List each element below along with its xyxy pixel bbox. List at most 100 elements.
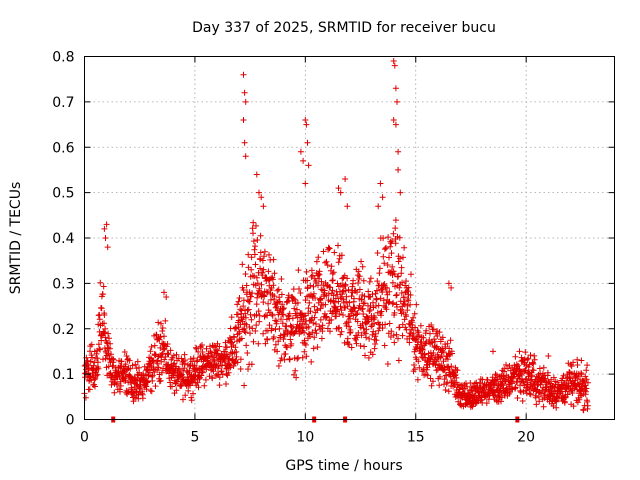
data-point — [96, 345, 103, 352]
data-point — [394, 98, 400, 105]
data-point — [303, 353, 310, 360]
data-point — [373, 296, 380, 303]
data-point — [301, 329, 308, 336]
data-point — [208, 352, 215, 359]
data-point — [444, 356, 451, 363]
data-point — [526, 390, 533, 397]
data-point — [94, 371, 101, 378]
data-point — [199, 342, 205, 348]
data-point — [439, 334, 446, 341]
data-point — [256, 285, 263, 292]
data-point — [291, 305, 298, 312]
data-point — [353, 340, 360, 347]
data-point — [249, 325, 256, 332]
data-point — [158, 369, 165, 376]
data-point — [242, 271, 249, 277]
data-point — [102, 325, 109, 332]
data-point — [287, 336, 294, 343]
data-point — [377, 180, 384, 187]
data-point — [248, 293, 254, 300]
data-point — [416, 364, 423, 371]
data-point — [569, 390, 576, 396]
data-point — [331, 249, 338, 256]
data-point — [424, 364, 431, 371]
data-point — [121, 349, 128, 355]
data-point — [197, 344, 204, 351]
data-point — [512, 384, 519, 391]
data-point — [237, 366, 244, 372]
data-point — [356, 273, 363, 280]
data-point — [88, 341, 95, 348]
y-axis-ticks: 0 0.1 0.2 0.3 0.4 0.5 0.6 0.7 0.8 — [52, 50, 615, 429]
data-point — [173, 387, 180, 394]
data-point — [527, 352, 534, 359]
data-point — [583, 376, 590, 383]
data-point — [231, 358, 238, 365]
grid-lines — [84, 56, 615, 420]
data-point — [564, 391, 571, 398]
data-point — [342, 176, 349, 182]
data-point — [330, 292, 337, 299]
data-point — [286, 310, 293, 317]
data-point — [372, 341, 379, 347]
data-point — [261, 313, 268, 320]
data-point — [114, 380, 120, 387]
y-tick-label: 0.2 — [52, 322, 74, 338]
data-point — [96, 316, 103, 323]
data-point — [195, 384, 202, 391]
data-point — [251, 273, 258, 280]
data-point — [86, 386, 93, 393]
data-point — [386, 298, 393, 305]
data-point — [152, 383, 159, 390]
data-point — [126, 357, 133, 364]
data-point — [188, 378, 194, 385]
data-point — [273, 318, 280, 325]
data-point — [117, 388, 123, 395]
y-tick-label: 0.4 — [52, 231, 74, 247]
data-point — [176, 366, 183, 373]
data-point — [288, 340, 295, 347]
data-point — [258, 194, 265, 201]
data-point — [85, 362, 92, 369]
data-point — [318, 335, 325, 342]
data-point — [319, 328, 326, 335]
data-point — [527, 391, 534, 398]
data-point — [275, 286, 282, 293]
data-point — [436, 329, 443, 336]
data-point — [102, 235, 109, 241]
data-point — [445, 280, 452, 287]
data-point — [366, 278, 373, 285]
data-point — [270, 282, 277, 289]
data-point — [160, 346, 167, 353]
data-point — [317, 305, 324, 312]
data-point — [147, 369, 153, 376]
data-point — [103, 221, 110, 228]
data-point — [544, 369, 551, 376]
data-point — [356, 276, 362, 282]
data-point — [389, 238, 395, 244]
data-point — [283, 323, 290, 330]
data-point — [299, 354, 306, 361]
data-point — [390, 117, 397, 123]
data-point — [234, 311, 241, 318]
data-point — [362, 352, 368, 359]
data-point — [256, 189, 262, 196]
data-point — [241, 382, 248, 389]
data-point — [101, 320, 107, 327]
data-point — [375, 327, 382, 334]
data-point — [282, 351, 289, 357]
data-point — [300, 157, 307, 164]
data-point — [253, 274, 260, 281]
data-point — [330, 269, 337, 276]
data-point — [95, 365, 102, 372]
data-point — [327, 328, 333, 335]
data-point — [570, 359, 577, 366]
data-point — [87, 358, 94, 365]
data-point — [316, 268, 323, 275]
data-point — [237, 306, 244, 313]
data-point — [447, 337, 454, 344]
data-point — [250, 219, 257, 226]
data-point — [117, 382, 124, 389]
data-point — [161, 333, 167, 340]
data-point — [143, 386, 150, 393]
